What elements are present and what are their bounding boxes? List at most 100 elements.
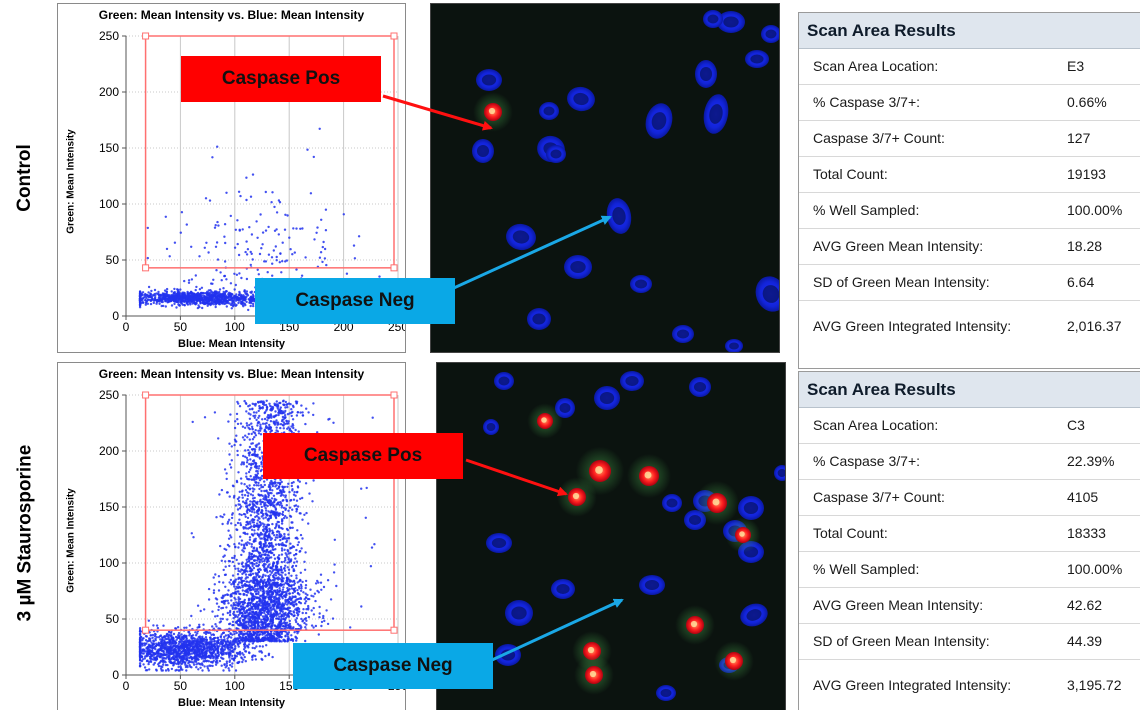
gate-handle[interactable] (142, 391, 150, 399)
y-tick-label: 150 (99, 141, 119, 155)
result-row: Total Count: 18333 (799, 516, 1140, 552)
gate-region[interactable] (142, 32, 398, 272)
result-value: 18.28 (1067, 238, 1103, 254)
row-label-control: Control (0, 0, 50, 355)
result-row: Total Count: 19193 (799, 157, 1140, 193)
result-row: AVG Green Integrated Intensity: 2,016.37 (799, 301, 1140, 351)
result-value: 22.39% (1067, 453, 1115, 469)
x-tick-label: 0 (123, 320, 130, 334)
microscopy-cells (431, 4, 779, 352)
y-tick-label: 0 (112, 668, 119, 682)
result-label: Total Count: (813, 166, 888, 182)
result-value: 19193 (1067, 166, 1106, 182)
result-value: 2,016.37 (1067, 317, 1122, 334)
result-value: C3 (1067, 417, 1085, 433)
result-label: AVG Green Integrated Intensity: (813, 676, 1012, 693)
gate-handle[interactable] (142, 32, 150, 40)
result-row: SD of Green Mean Intensity: 44.39 (799, 624, 1140, 660)
result-label: AVG Green Integrated Intensity: (813, 317, 1012, 334)
nuclei-caspase-positive (527, 403, 761, 695)
result-value: 4105 (1067, 489, 1099, 505)
result-value: 100.00% (1067, 202, 1123, 218)
result-row: AVG Green Mean Intensity: 18.28 (799, 229, 1140, 265)
scan-area-results-control: Scan Area Results Scan Area Location: E3 … (798, 12, 1140, 369)
result-row: AVG Green Integrated Intensity: 3,195.72 (799, 660, 1140, 710)
result-label: AVG Green Mean Intensity: (813, 597, 984, 613)
result-value: 3,195.72 (1067, 676, 1122, 693)
scatter-points (138, 127, 381, 312)
result-row: % Well Sampled: 100.00% (799, 552, 1140, 588)
y-tick-label: 0 (112, 309, 119, 323)
gate-handle[interactable] (390, 626, 398, 634)
callout-caspase-neg-control: Caspase Neg (255, 278, 455, 324)
nuclei-caspase-positive (473, 92, 513, 132)
result-label: % Well Sampled: (813, 202, 920, 218)
x-tick-label: 50 (174, 679, 188, 693)
result-value: 18333 (1067, 525, 1106, 541)
x-tick-label: 50 (174, 320, 188, 334)
y-tick-label: 150 (99, 500, 119, 514)
y-tick-label: 250 (99, 29, 119, 43)
row-label-staurosporine: 3 µM Staurosporine (0, 355, 50, 710)
result-row: Scan Area Location: E3 (799, 49, 1140, 85)
result-row: AVG Green Mean Intensity: 42.62 (799, 588, 1140, 624)
result-row: Caspase 3/7+ Count: 4105 (799, 480, 1140, 516)
result-label: Scan Area Location: (813, 417, 939, 433)
result-label: % Caspase 3/7+: (813, 94, 921, 110)
result-value: 42.62 (1067, 597, 1103, 613)
y-axis-label: Green: Mean Intensity (65, 488, 77, 593)
x-tick-label: 100 (225, 320, 245, 334)
callout-caspase-pos-staurosporine: Caspase Pos (263, 433, 463, 479)
callout-caspase-pos-control: Caspase Pos (181, 56, 381, 102)
microscopy-image-control (430, 3, 780, 353)
result-label: Caspase 3/7+ Count: (813, 130, 945, 146)
result-value: 0.66% (1067, 94, 1107, 110)
result-label: % Well Sampled: (813, 561, 920, 577)
plot-title: Green: Mean Intensity vs. Blue: Mean Int… (98, 8, 365, 22)
plot-title: Green: Mean Intensity vs. Blue: Mean Int… (98, 367, 365, 381)
y-tick-label: 100 (99, 556, 119, 570)
callout-caspase-neg-staurosporine: Caspase Neg (293, 643, 493, 689)
nuclei-blue (472, 10, 779, 352)
row-label-text: Control (14, 143, 36, 212)
result-label: % Caspase 3/7+: (813, 453, 921, 469)
y-tick-label: 200 (99, 85, 119, 99)
results-header: Scan Area Results (799, 13, 1140, 49)
result-value: 44.39 (1067, 633, 1103, 649)
gate-handle[interactable] (390, 264, 398, 272)
result-label: Caspase 3/7+ Count: (813, 489, 945, 505)
x-axis-label: Blue: Mean Intensity (178, 338, 285, 350)
result-label: Total Count: (813, 525, 888, 541)
y-tick-label: 50 (106, 253, 120, 267)
result-row: Scan Area Location: C3 (799, 408, 1140, 444)
y-tick-label: 50 (106, 612, 120, 626)
x-tick-label: 0 (123, 679, 130, 693)
gate-handle[interactable] (390, 32, 398, 40)
y-tick-label: 250 (99, 388, 119, 402)
gate-handle[interactable] (142, 264, 150, 272)
gate-handle[interactable] (142, 626, 150, 634)
result-value: 100.00% (1067, 561, 1123, 577)
gate-region[interactable] (142, 391, 398, 634)
y-tick-label: 200 (99, 444, 119, 458)
result-value: 127 (1067, 130, 1091, 146)
result-row: Caspase 3/7+ Count: 127 (799, 121, 1140, 157)
gate-handle[interactable] (390, 391, 398, 399)
result-label: SD of Green Mean Intensity: (813, 274, 990, 290)
result-row: % Caspase 3/7+: 0.66% (799, 85, 1140, 121)
scatter-points (138, 399, 376, 672)
row-label-text: 3 µM Staurosporine (14, 444, 36, 621)
result-label: SD of Green Mean Intensity: (813, 633, 990, 649)
result-row: SD of Green Mean Intensity: 6.64 (799, 265, 1140, 301)
result-value: E3 (1067, 58, 1085, 74)
x-tick-label: 100 (225, 679, 245, 693)
result-row: % Well Sampled: 100.00% (799, 193, 1140, 229)
result-label: AVG Green Mean Intensity: (813, 238, 984, 254)
result-value: 6.64 (1067, 274, 1095, 290)
x-axis-label: Blue: Mean Intensity (178, 697, 285, 709)
scan-area-results-staurosporine: Scan Area Results Scan Area Location: C3 … (798, 371, 1140, 710)
y-tick-label: 100 (99, 197, 119, 211)
result-row: % Caspase 3/7+: 22.39% (799, 444, 1140, 480)
results-header: Scan Area Results (799, 372, 1140, 408)
y-axis-label: Green: Mean Intensity (65, 129, 77, 234)
